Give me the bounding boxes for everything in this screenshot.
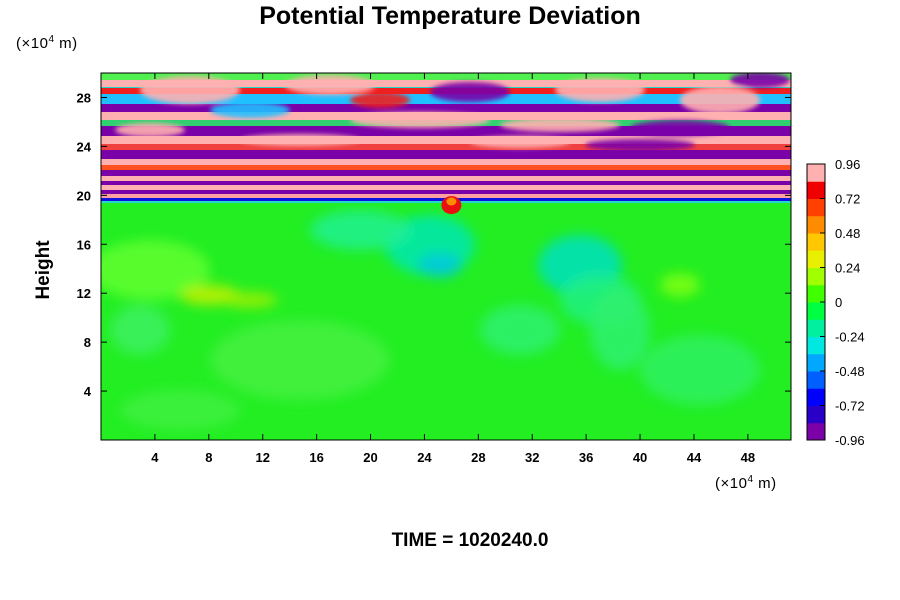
colorbar-tick-label: -0.96 [835, 433, 865, 448]
field-blob [418, 253, 462, 277]
strat-band [101, 181, 791, 185]
strat-band [101, 176, 791, 181]
colorbar-tick-label: 0.72 [835, 192, 860, 207]
strat-band [101, 73, 791, 81]
colorbar: 0.96 0.72 0.48 0.24 0 -0.24 -0.48 -0.72 -0.96 [806, 157, 865, 448]
colorbar-segment [807, 422, 825, 441]
wave-blob [470, 136, 570, 148]
colorbar-segment [807, 371, 825, 389]
colorbar-segment [807, 164, 825, 182]
wave-blob [680, 86, 760, 114]
strat-band [101, 185, 791, 190]
y-axis: 4 8 12 16 20 24 28 [77, 90, 791, 399]
lower-field [101, 210, 760, 430]
x-tick-label: 16 [309, 450, 323, 465]
wave-blob [350, 92, 410, 108]
colorbar-segment [807, 198, 825, 217]
strat-band [101, 194, 791, 198]
field-blob [210, 320, 390, 400]
y-tick-label: 28 [77, 90, 91, 105]
y-tick-label: 16 [77, 237, 91, 252]
colorbar-segment [807, 181, 825, 199]
x-tick-label: 12 [255, 450, 269, 465]
field-blob [310, 210, 410, 250]
plume-core [446, 197, 457, 206]
time-label: TIME = 1020240.0 [391, 530, 549, 551]
plot-frame [100, 72, 792, 441]
colorbar-segment [807, 250, 825, 268]
colorbar-tick-label: -0.24 [835, 330, 865, 345]
colorbar-segment [807, 284, 825, 303]
colorbar-segment [807, 353, 825, 372]
field-blob [120, 390, 240, 430]
x-axis-unit: (×104 m) [715, 474, 777, 492]
colorbar-segment [807, 267, 825, 286]
colorbar-tick-label: -0.72 [835, 399, 865, 414]
strat-band [101, 104, 791, 112]
y-tick-label: 12 [77, 286, 91, 301]
colorbar-tick-label: 0.24 [835, 261, 860, 276]
x-axis: 4 8 12 16 20 24 28 32 36 40 44 48 [151, 73, 755, 465]
y-tick-label: 8 [84, 335, 91, 350]
wave-blob [730, 73, 790, 88]
x-tick-label: 44 [687, 450, 702, 465]
field-blob [640, 335, 760, 405]
colorbar-segment [807, 215, 825, 234]
field-blob [222, 292, 278, 308]
strat-band [101, 136, 791, 144]
x-tick-label: 8 [205, 450, 212, 465]
chart-title: Potential Temperature Deviation [259, 2, 641, 30]
wave-blob [240, 134, 360, 146]
field-blob [590, 290, 650, 370]
colorbar-tick-label: -0.48 [835, 364, 865, 379]
colorbar-segment [807, 405, 825, 424]
y-axis-unit: (×104 m) [16, 34, 78, 52]
y-tick-label: 4 [84, 384, 92, 399]
wave-blob [115, 123, 185, 137]
x-tick-label: 32 [525, 450, 539, 465]
field-blob [110, 305, 170, 355]
strat-waves [115, 73, 790, 151]
wave-blob [210, 102, 290, 118]
strat-band [101, 144, 791, 150]
strat-band [101, 170, 791, 176]
wave-blob [350, 112, 490, 128]
y-tick-label: 24 [77, 139, 92, 154]
field-blob [101, 240, 210, 300]
x-tick-label: 20 [363, 450, 377, 465]
strat-band [101, 126, 791, 136]
colorbar-segment [807, 388, 825, 406]
wave-blob [430, 82, 510, 102]
y-tick-label: 20 [77, 188, 91, 203]
x-tick-label: 40 [633, 450, 647, 465]
field-blob [480, 305, 560, 355]
x-tick-label: 28 [471, 450, 485, 465]
heatmap-field [101, 73, 791, 440]
wave-blob [585, 139, 695, 151]
wave-blob [500, 118, 620, 132]
colorbar-segment [807, 319, 825, 337]
wave-blob [285, 75, 375, 95]
strat-band [101, 150, 791, 159]
colorbar-tick-label: 0.48 [835, 226, 860, 241]
x-tick-label: 36 [579, 450, 593, 465]
colorbar-segment [807, 233, 825, 251]
colorbar-tick-label: 0 [835, 295, 842, 310]
x-tick-label: 48 [741, 450, 755, 465]
wave-blob [555, 78, 645, 102]
strat-band [101, 80, 791, 87]
wave-blob [140, 76, 240, 104]
colorbar-segment [807, 302, 825, 320]
x-tick-label: 4 [151, 450, 159, 465]
wave-blob [630, 120, 730, 136]
strat-band [101, 190, 791, 194]
strat-band [101, 165, 791, 170]
x-tick-label: 24 [417, 450, 432, 465]
strat-band [101, 159, 791, 165]
colorbar-segment [807, 336, 825, 355]
colorbar-tick-label: 0.96 [835, 157, 860, 172]
field-blob [660, 273, 700, 297]
